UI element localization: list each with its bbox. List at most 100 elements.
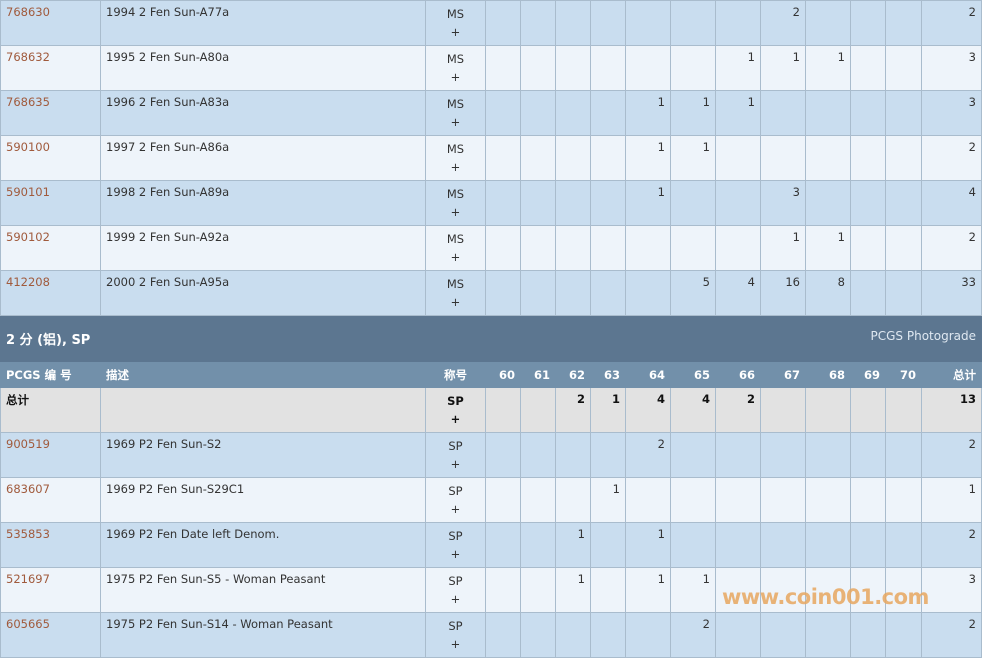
table-row: 535853 1969 P2 Fen Date left Denom. SP +1 1 2 xyxy=(0,522,982,568)
count-cell-68 xyxy=(805,432,851,478)
plus-toggle[interactable]: + xyxy=(450,160,461,174)
count-cell-68 xyxy=(805,180,851,226)
description-cell: 1969 P2 Fen Sun-S29C1 xyxy=(100,477,426,523)
count-cell-69 xyxy=(850,432,886,478)
grade-cell: MS + xyxy=(425,90,486,136)
header-grade-66: 66 xyxy=(715,361,761,388)
grade-label: MS xyxy=(446,7,465,21)
pcgs-number-link[interactable]: 521697 xyxy=(6,572,50,586)
table-row: 768632 1995 2 Fen Sun-A80a MS +1 1 1 3 xyxy=(0,45,982,91)
count-cell-60 xyxy=(485,477,521,523)
count-cell-64: 1 xyxy=(625,90,671,136)
header-grade-62: 62 xyxy=(555,361,591,388)
count-cell-67: 1 xyxy=(760,45,806,91)
grade-cell: SP + xyxy=(425,567,486,613)
count-cell-61 xyxy=(520,522,556,568)
plus-toggle[interactable]: + xyxy=(450,115,461,129)
count-cell-60 xyxy=(485,0,521,46)
count-cell-68: 1 xyxy=(805,225,851,271)
count-cell-64: 1 xyxy=(625,135,671,181)
count-cell-66: 1 xyxy=(715,90,761,136)
description-cell: 1975 P2 Fen Sun-S14 - Woman Peasant xyxy=(100,612,426,658)
count-cell-60 xyxy=(485,432,521,478)
count-cell-61 xyxy=(520,180,556,226)
total-cell: 2 xyxy=(921,432,982,478)
grade-cell: SP + xyxy=(425,387,486,433)
pcgs-number-link[interactable]: 683607 xyxy=(6,482,50,496)
plus-toggle[interactable]: + xyxy=(450,637,461,651)
pcgs-number-link[interactable]: 768635 xyxy=(6,95,50,109)
count-cell-62 xyxy=(555,477,591,523)
header-grade-69: 69 xyxy=(850,361,886,388)
description-cell: 1969 P2 Fen Date left Denom. xyxy=(100,522,426,568)
count-cell-68 xyxy=(805,0,851,46)
description-cell: 1969 P2 Fen Sun-S2 xyxy=(100,432,426,478)
pcgs-number-link[interactable]: 605665 xyxy=(6,617,50,631)
count-cell-61 xyxy=(520,612,556,658)
total-label: 总计 xyxy=(6,393,29,407)
plus-toggle[interactable]: + xyxy=(450,592,461,606)
plus-toggle[interactable]: + xyxy=(450,502,461,516)
count-cell-69 xyxy=(850,90,886,136)
plus-toggle[interactable]: + xyxy=(450,457,461,471)
count-cell-67 xyxy=(760,90,806,136)
grade-cell: MS + xyxy=(425,225,486,271)
count-cell-67 xyxy=(760,432,806,478)
pcgs-number-link[interactable]: 768630 xyxy=(6,5,50,19)
grade-cell: MS + xyxy=(425,0,486,46)
count-cell-61 xyxy=(520,0,556,46)
count-cell-68 xyxy=(805,90,851,136)
pcgs-number-link[interactable]: 535853 xyxy=(6,527,50,541)
pcgs-number-link[interactable]: 590102 xyxy=(6,230,50,244)
count-cell-64 xyxy=(625,477,671,523)
pcgs-number-link[interactable]: 412208 xyxy=(6,275,50,289)
count-cell-68: 1 xyxy=(805,45,851,91)
photograde-link[interactable]: PCGS Photograde xyxy=(870,329,976,343)
plus-toggle[interactable]: + xyxy=(450,250,461,264)
header-grade-67: 67 xyxy=(760,361,806,388)
plus-toggle[interactable]: + xyxy=(450,295,461,309)
count-cell-60 xyxy=(485,567,521,613)
description-cell: 1998 2 Fen Sun-A89a xyxy=(100,180,426,226)
plus-toggle[interactable]: + xyxy=(450,412,461,426)
count-cell-66 xyxy=(715,477,761,523)
table-row: 605665 1975 P2 Fen Sun-S14 - Woman Peasan… xyxy=(0,612,982,658)
pcgs-number-link[interactable]: 900519 xyxy=(6,437,50,451)
count-cell-68 xyxy=(805,522,851,568)
count-cell-65: 1 xyxy=(670,135,716,181)
pcgs-number-link[interactable]: 768632 xyxy=(6,50,50,64)
plus-toggle[interactable]: + xyxy=(450,547,461,561)
count-cell-65 xyxy=(670,45,716,91)
plus-toggle[interactable]: + xyxy=(450,25,461,39)
description-cell: 1994 2 Fen Sun-A77a xyxy=(100,0,426,46)
pcgs-number-cell: 768630 xyxy=(0,0,101,46)
count-cell-63: 1 xyxy=(590,477,626,523)
plus-toggle[interactable]: + xyxy=(450,205,461,219)
pcgs-number-cell: 412208 xyxy=(0,270,101,316)
count-cell-60 xyxy=(485,45,521,91)
count-cell-67 xyxy=(760,612,806,658)
pcgs-number-cell: 总计 xyxy=(0,387,101,433)
pcgs-number-link[interactable]: 590100 xyxy=(6,140,50,154)
pcgs-number-cell: 590100 xyxy=(0,135,101,181)
description-cell: 1996 2 Fen Sun-A83a xyxy=(100,90,426,136)
pcgs-number-link[interactable]: 590101 xyxy=(6,185,50,199)
count-cell-69 xyxy=(850,0,886,46)
count-cell-62 xyxy=(555,45,591,91)
plus-toggle[interactable]: + xyxy=(450,70,461,84)
pcgs-number-cell: 768635 xyxy=(0,90,101,136)
count-cell-63 xyxy=(590,45,626,91)
header-grade-64: 64 xyxy=(625,361,671,388)
count-cell-61 xyxy=(520,225,556,271)
count-cell-66 xyxy=(715,567,761,613)
description-cell: 1999 2 Fen Sun-A92a xyxy=(100,225,426,271)
count-cell-60 xyxy=(485,135,521,181)
count-cell-63 xyxy=(590,135,626,181)
column-headers: PCGS 编 号 描述 称号 60 61 62 63 64 65 66 67 68 69 70 总计 xyxy=(0,361,982,388)
count-cell-63 xyxy=(590,0,626,46)
header-pcgs-number: PCGS 编 号 xyxy=(0,361,101,388)
count-cell-70 xyxy=(885,225,922,271)
count-cell-70 xyxy=(885,432,922,478)
count-cell-63 xyxy=(590,567,626,613)
count-cell-70 xyxy=(885,567,922,613)
